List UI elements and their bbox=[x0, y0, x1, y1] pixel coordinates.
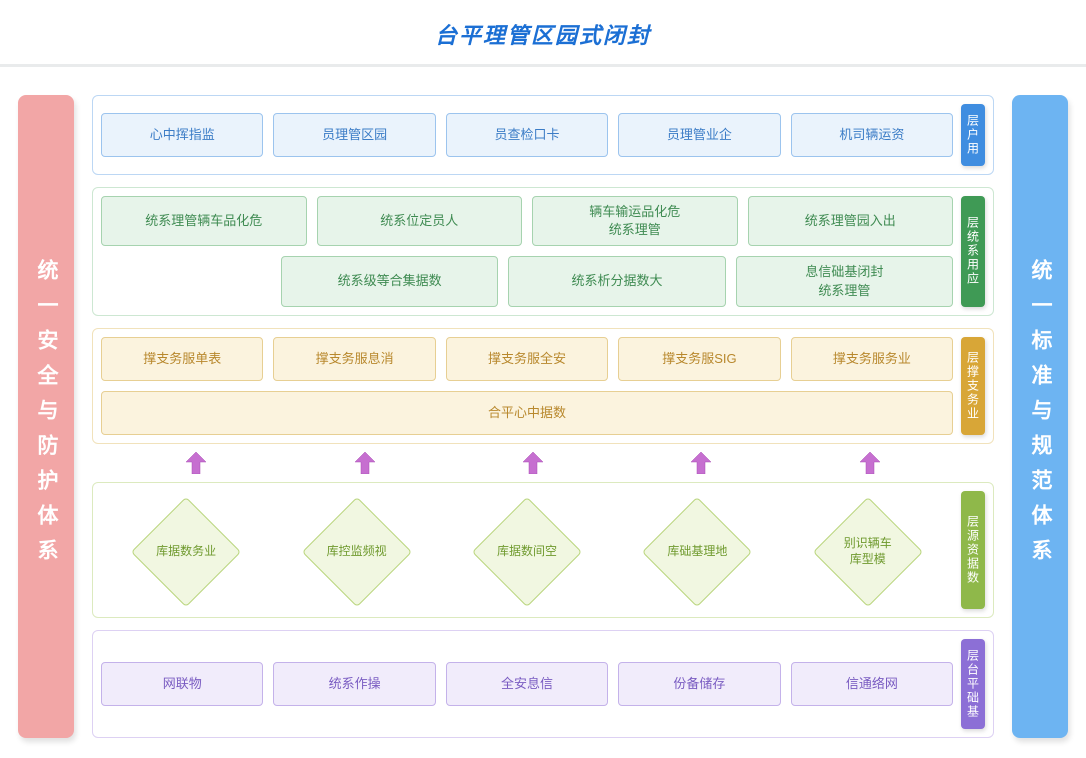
cell: 份备储存 bbox=[618, 662, 780, 706]
cell: 撑支务服全安 bbox=[446, 337, 608, 381]
layer-tab-app: 层统系用应 bbox=[961, 196, 985, 307]
arrow-up-icon bbox=[691, 452, 711, 474]
layer-tab-infra: 层台平础基 bbox=[961, 639, 985, 729]
right-pillar-text: 统一标准与规范体系 bbox=[1025, 259, 1055, 574]
diamond-row: 库据数务业 库控监频视 库据数间空 库础基理地 别识辆车库型模 bbox=[101, 491, 953, 609]
row: 心中挥指监员理管区园员查检口卡员理管业企机司辆运资 bbox=[101, 113, 953, 157]
cell: 合平心中据数 bbox=[101, 391, 953, 435]
layer-tab-label: 层统系用应 bbox=[965, 216, 982, 286]
diamond-node: 别识辆车库型模 bbox=[808, 509, 928, 595]
layer-body: 统系理管辆车品化危统系位定员人辆车输运品化危统系理管统系理管园入出统系级等合集据… bbox=[101, 196, 953, 307]
cell: 心中挥指监 bbox=[101, 113, 263, 157]
arrow-up-icon bbox=[860, 452, 880, 474]
diamond-label: 别识辆车库型模 bbox=[844, 536, 892, 567]
arrow-up-icon bbox=[355, 452, 375, 474]
arrow-up-icon bbox=[523, 452, 543, 474]
cell: 辆车输运品化危统系理管 bbox=[532, 196, 738, 246]
row: 网联物统系作操全安息信份备储存信通络网 bbox=[101, 662, 953, 706]
cell: 撑支务服单表 bbox=[101, 337, 263, 381]
layer-body: 心中挥指监员理管区园员查检口卡员理管业企机司辆运资 bbox=[101, 104, 953, 166]
layer-tab-user: 层户用 bbox=[961, 104, 985, 166]
cell: 统系析分据数大 bbox=[508, 256, 725, 306]
cell: 员理管区园 bbox=[273, 113, 435, 157]
diamond-node: 库础基理地 bbox=[637, 509, 757, 595]
layer-infra: 网联物统系作操全安息信份备储存信通络网层台平础基 bbox=[92, 630, 994, 738]
diamond-label: 库据数务业 bbox=[156, 544, 216, 560]
layer-tab-svc: 层撑支务业 bbox=[961, 337, 985, 435]
row: 撑支务服单表撑支务服息消撑支务服全安撑支务服SIG撑支务服务业 bbox=[101, 337, 953, 381]
layer-app: 统系理管辆车品化危统系位定员人辆车输运品化危统系理管统系理管园入出统系级等合集据… bbox=[92, 187, 994, 316]
diamond-label: 库据数间空 bbox=[497, 544, 557, 560]
diamond-label: 库控监频视 bbox=[327, 544, 387, 560]
cell: 撑支务服息消 bbox=[273, 337, 435, 381]
layer-user: 心中挥指监员理管区园员查检口卡员理管业企机司辆运资层户用 bbox=[92, 95, 994, 175]
cell: 全安息信 bbox=[446, 662, 608, 706]
cell: 统系级等合集据数 bbox=[281, 256, 498, 306]
diagram-main: 统一安全与防护体系 心中挥指监员理管区园员查检口卡员理管业企机司辆运资层户用统系… bbox=[0, 67, 1086, 738]
left-pillar: 统一安全与防护体系 bbox=[18, 95, 74, 738]
layer-tab-label: 层户用 bbox=[965, 114, 982, 156]
title-bar: 台平理管区园式闭封 bbox=[0, 0, 1086, 64]
diamond-label: 库础基理地 bbox=[667, 544, 727, 560]
diamond-node: 库据数间空 bbox=[467, 509, 587, 595]
cell: 统系理管园入出 bbox=[748, 196, 954, 246]
row: 统系理管辆车品化危统系位定员人辆车输运品化危统系理管统系理管园入出 bbox=[101, 196, 953, 246]
layer-body: 网联物统系作操全安息信份备储存信通络网 bbox=[101, 639, 953, 729]
layer-body: 撑支务服单表撑支务服息消撑支务服全安撑支务服SIG撑支务服务业合平心中据数 bbox=[101, 337, 953, 435]
layer-tab-label: 层撑支务业 bbox=[965, 351, 982, 421]
layer-tab-data: 层源资据数 bbox=[961, 491, 985, 609]
arrow-up-icon bbox=[186, 452, 206, 474]
cell: 息信础基闭封统系理管 bbox=[736, 256, 953, 306]
diamond-node: 库据数务业 bbox=[126, 509, 246, 595]
cell: 统系作操 bbox=[273, 662, 435, 706]
cell: 员理管业企 bbox=[618, 113, 780, 157]
cell: 统系位定员人 bbox=[317, 196, 523, 246]
cell: 统系理管辆车品化危 bbox=[101, 196, 307, 246]
cell: 撑支务服务业 bbox=[791, 337, 953, 381]
row: 统系级等合集据数统系析分据数大息信础基闭封统系理管 bbox=[101, 256, 953, 306]
layer-tab-label: 层源资据数 bbox=[965, 515, 982, 585]
arrow-row bbox=[92, 452, 994, 474]
page-title: 台平理管区园式闭封 bbox=[0, 18, 1086, 50]
row-full: 合平心中据数 bbox=[101, 391, 953, 435]
cell: 信通络网 bbox=[791, 662, 953, 706]
layer-svc: 撑支务服单表撑支务服息消撑支务服全安撑支务服SIG撑支务服务业合平心中据数层撑支… bbox=[92, 328, 994, 444]
layer-tab-label: 层台平础基 bbox=[965, 649, 982, 719]
left-pillar-text: 统一安全与防护体系 bbox=[31, 259, 61, 574]
layer-body: 库据数务业 库控监频视 库据数间空 库础基理地 别识辆车库型模 bbox=[101, 491, 953, 609]
diamond-node: 库控监频视 bbox=[297, 509, 417, 595]
right-pillar: 统一标准与规范体系 bbox=[1012, 95, 1068, 738]
cell: 机司辆运资 bbox=[791, 113, 953, 157]
cell: 员查检口卡 bbox=[446, 113, 608, 157]
center-column: 心中挥指监员理管区园员查检口卡员理管业企机司辆运资层户用统系理管辆车品化危统系位… bbox=[92, 95, 994, 738]
layer-data: 库据数务业 库控监频视 库据数间空 库础基理地 别识辆车库型模 层源资据数 bbox=[92, 482, 994, 618]
cell: 网联物 bbox=[101, 662, 263, 706]
cell: 撑支务服SIG bbox=[618, 337, 780, 381]
